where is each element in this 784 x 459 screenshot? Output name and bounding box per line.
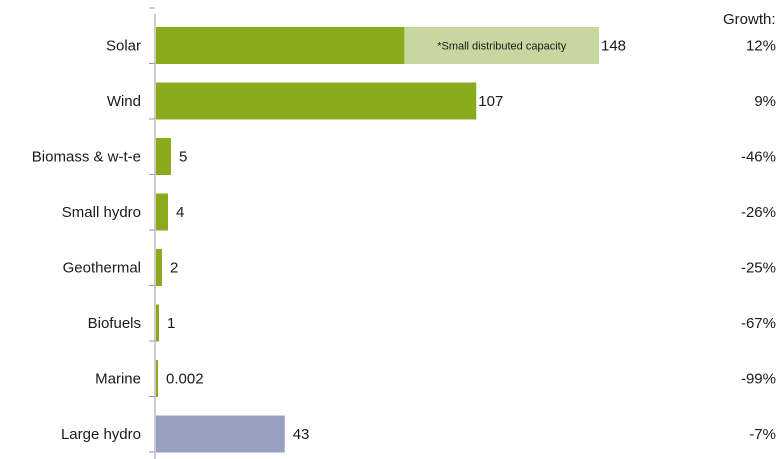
value-label: 2 [170, 260, 178, 277]
category-label: Large hydro [61, 426, 141, 443]
value-label: 4 [176, 204, 184, 221]
category-label: Geothermal [63, 260, 141, 277]
category-label: Biofuels [88, 315, 141, 332]
bars: *Small distributed capacity [156, 27, 599, 453]
category-labels: Solar Wind Biomass & w-t-e Small hydro Geoth… [32, 38, 141, 444]
growth-value: 12% [746, 38, 776, 55]
y-axis-ticks [149, 7, 155, 453]
bar-marine [156, 360, 158, 397]
category-label: Small hydro [62, 204, 141, 221]
bar-biomass-w-t-e [156, 138, 171, 175]
value-label: 1 [167, 315, 175, 332]
growth-value: 9% [754, 93, 776, 110]
category-label: Marine [95, 371, 141, 388]
bar-solar [156, 27, 405, 64]
growth-value: -25% [741, 260, 776, 277]
growth-value: -67% [741, 315, 776, 332]
growth-value: -26% [741, 204, 776, 221]
value-label: 107 [478, 93, 503, 110]
bar-small-hydro [156, 193, 168, 231]
bar-biofuels [156, 304, 159, 342]
value-label: 0.002 [166, 371, 204, 388]
value-label: 148 [601, 38, 626, 55]
growth-column: Growth: 12% 9% -46% -26% -25% -67% -99% -7% [723, 11, 776, 443]
annotation-small-distributed: *Small distributed capacity [437, 41, 567, 53]
category-label: Biomass & w-t-e [32, 149, 141, 166]
category-label: Wind [107, 93, 141, 110]
bar-geothermal [156, 249, 162, 286]
growth-header: Growth: [723, 11, 776, 28]
bar-segment-small-distributed [404, 27, 599, 64]
bar-wind [156, 82, 477, 120]
category-label: Solar [106, 38, 141, 55]
growth-value: -46% [741, 149, 776, 166]
growth-value: -7% [749, 426, 776, 443]
bar-large-hydro [156, 415, 285, 453]
value-label: 5 [179, 149, 187, 166]
growth-value: -99% [741, 371, 776, 388]
value-label: 43 [293, 426, 310, 443]
value-labels: 148 107 5 4 2 1 0.002 43 [166, 38, 626, 444]
